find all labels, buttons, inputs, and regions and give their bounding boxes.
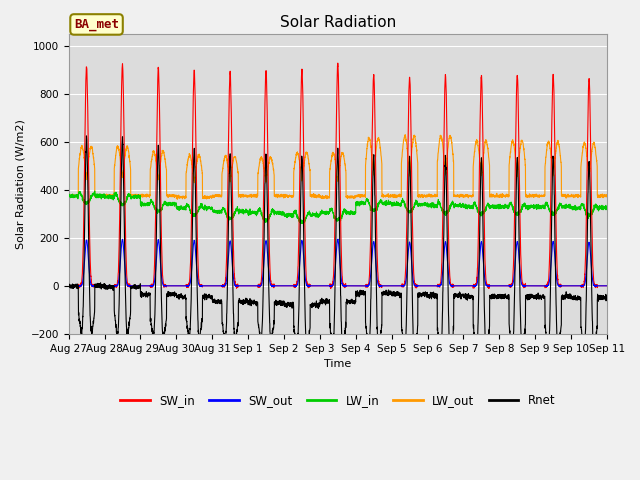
X-axis label: Time: Time xyxy=(324,359,351,369)
Text: BA_met: BA_met xyxy=(74,18,119,31)
Legend: SW_in, SW_out, LW_in, LW_out, Rnet: SW_in, SW_out, LW_in, LW_out, Rnet xyxy=(116,389,560,412)
Y-axis label: Solar Radiation (W/m2): Solar Radiation (W/m2) xyxy=(15,119,25,249)
Title: Solar Radiation: Solar Radiation xyxy=(280,15,396,30)
